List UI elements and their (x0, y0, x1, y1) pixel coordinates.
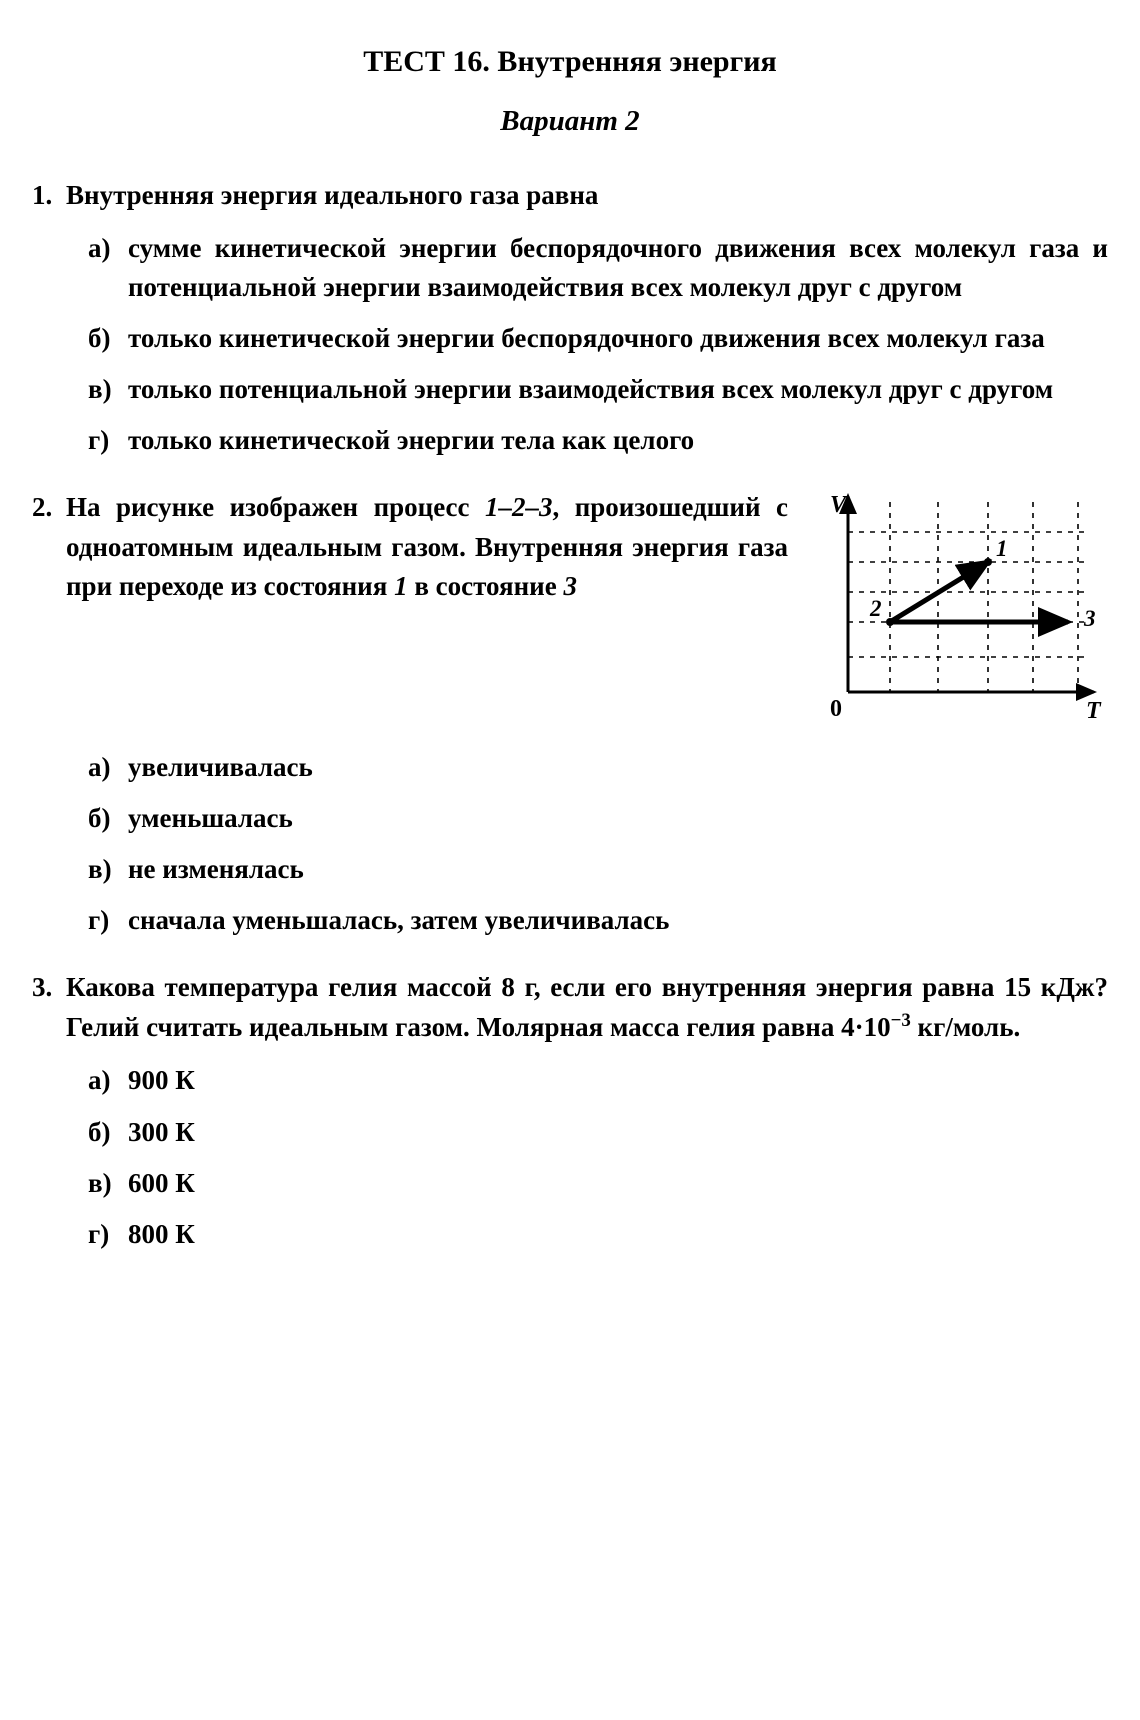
q2-option-g[interactable]: г) сначала уменьшалась, затем увеличивал… (88, 901, 1108, 940)
q3-option-g[interactable]: г) 800 К (88, 1215, 1108, 1254)
q2-stem-part: в состояние (408, 571, 564, 601)
option-text: 900 К (128, 1061, 1108, 1100)
q3-number: 3. (32, 968, 66, 1007)
option-letter: а) (88, 229, 128, 268)
option-text: уменьшалась (128, 799, 1108, 838)
option-letter: в) (88, 370, 128, 409)
option-letter: г) (88, 1215, 128, 1254)
q3-option-b[interactable]: б) 300 К (88, 1113, 1108, 1152)
question-2: 2. На рисунке изображен процесс 1–2–3, п… (32, 488, 1108, 940)
option-text: 600 К (128, 1164, 1108, 1203)
option-text: 800 К (128, 1215, 1108, 1254)
option-text: только кинетической энергии беспорядочно… (128, 319, 1108, 358)
option-text: только потенциальной энергии взаимодейст… (128, 370, 1108, 409)
option-letter: г) (88, 901, 128, 940)
option-letter: г) (88, 421, 128, 460)
q1-stem: Внутренняя энергия идеального газа равна (66, 176, 1108, 215)
q3-stem: Какова температура гелия массой 8 г, есл… (66, 968, 1108, 1047)
option-text: только кинетической энергии тела как цел… (128, 421, 1108, 460)
q1-option-b[interactable]: б) только кинетической энергии беспорядо… (88, 319, 1108, 358)
option-text: не изменялась (128, 850, 1108, 889)
q2-stem-em: 1–2–3 (485, 492, 553, 522)
q2-option-a[interactable]: а) увеличивалась (88, 748, 1108, 787)
q3-stem-sup: −3 (891, 1010, 911, 1031)
option-letter: б) (88, 1113, 128, 1152)
svg-text:1: 1 (996, 536, 1008, 561)
test-title: ТЕСТ 16. Внутренняя энергия (32, 40, 1108, 84)
svg-text:T: T (1086, 698, 1102, 722)
q2-stem-em: 3 (563, 571, 577, 601)
option-letter: в) (88, 850, 128, 889)
svg-text:V: V (830, 492, 848, 518)
test-subtitle: Вариант 2 (32, 100, 1108, 142)
option-text: сначала уменьшалась, затем увеличивалась (128, 901, 1108, 940)
option-letter: б) (88, 319, 128, 358)
q1-option-g[interactable]: г) только кинетической энергии тела как … (88, 421, 1108, 460)
question-1: 1. Внутренняя энергия идеального газа ра… (32, 176, 1108, 461)
q3-option-v[interactable]: в) 600 К (88, 1164, 1108, 1203)
q3-option-a[interactable]: а) 900 К (88, 1061, 1108, 1100)
option-text: сумме кинетической энергии беспорядочног… (128, 229, 1108, 307)
q3-stem-part: кг/моль. (911, 1012, 1020, 1042)
svg-text:3: 3 (1083, 606, 1096, 631)
q2-stem-em: 1 (394, 571, 408, 601)
question-3: 3. Какова температура гелия массой 8 г, … (32, 968, 1108, 1254)
q1-option-v[interactable]: в) только потенциальной энергии взаимоде… (88, 370, 1108, 409)
option-letter: а) (88, 1061, 128, 1100)
q1-number: 1. (32, 176, 66, 215)
svg-text:2: 2 (869, 596, 882, 621)
vt-diagram: V T 0 1 2 3 (808, 492, 1108, 733)
q2-option-b[interactable]: б) уменьшалась (88, 799, 1108, 838)
option-letter: а) (88, 748, 128, 787)
q2-stem-part: На рисунке изображен процесс (66, 492, 485, 522)
option-letter: б) (88, 799, 128, 838)
q1-option-a[interactable]: а) сумме кинетической энергии беспорядоч… (88, 229, 1108, 307)
option-text: 300 К (128, 1113, 1108, 1152)
svg-text:0: 0 (830, 696, 842, 722)
q2-option-v[interactable]: в) не изменялась (88, 850, 1108, 889)
option-letter: в) (88, 1164, 128, 1203)
q2-stem: На рисунке изображен процесс 1–2–3, прои… (66, 488, 788, 605)
q2-number: 2. (32, 488, 66, 527)
vt-diagram-svg: V T 0 1 2 3 (808, 492, 1108, 722)
option-text: увеличивалась (128, 748, 1108, 787)
